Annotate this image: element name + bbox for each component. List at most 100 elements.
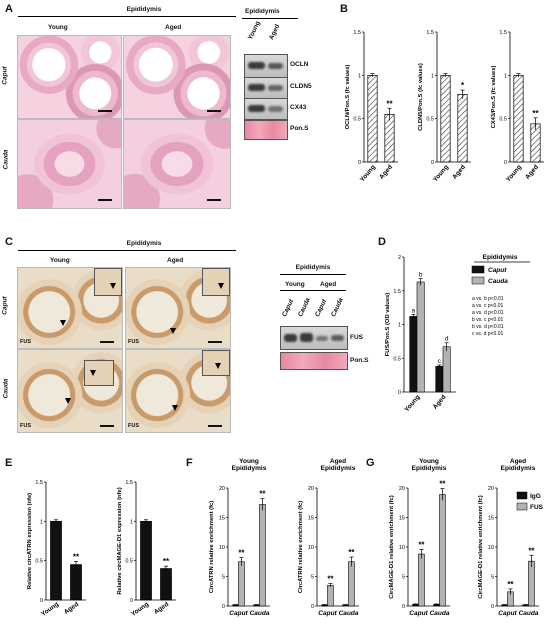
legend-label-caput: Caput	[488, 267, 507, 274]
y-tick-label: 0	[311, 604, 314, 610]
chart-title-line-1: Aged	[510, 458, 526, 465]
significance-label: **	[259, 490, 266, 499]
x-tick-label: Young	[432, 164, 450, 184]
legend-swatch-cauda	[471, 276, 485, 285]
y-tick-label: 0	[402, 604, 405, 610]
y-tick-label: 0.5	[353, 117, 361, 123]
panel-c-blot-line	[280, 274, 346, 275]
significance-label: **	[238, 549, 245, 558]
significance-label: *	[461, 81, 465, 90]
significance-label: **	[348, 548, 355, 557]
x-tick-label: Young	[359, 164, 377, 184]
blot-label-ocln: OCLN	[290, 61, 309, 68]
y-tick-label: 5	[491, 575, 494, 581]
panel-letter-f: F	[186, 457, 193, 469]
blot-fus	[280, 326, 348, 350]
group-letter-label: c	[438, 358, 442, 365]
significance-label: **	[507, 580, 514, 589]
chart-b-cldn5: 0 0.5 1 1.5 CLDN5/Pon.S (fc values) Young * Age…	[418, 30, 471, 184]
y-tick-label: 1.5	[393, 289, 401, 295]
blot-label-fus: FUS	[350, 334, 363, 341]
y-tick-label: 15	[399, 516, 405, 522]
blot-pons	[244, 120, 288, 140]
bar	[50, 520, 62, 601]
significance-label: **	[386, 99, 393, 108]
bar-cauda	[442, 346, 451, 393]
y-axis-label: CircMAGE-D1 relative enrichment (fc)	[478, 495, 484, 598]
bar-fus	[327, 585, 334, 607]
chart-title-line-2: Epididymis	[501, 465, 536, 472]
arrowhead-marker	[170, 328, 176, 334]
arrowhead-marker	[110, 283, 116, 289]
blot-lane-caput: Caput	[314, 298, 329, 318]
x-tick-label: Cauda	[430, 610, 450, 617]
ihc-young-caput	[17, 267, 123, 349]
significance-label: **	[532, 109, 539, 118]
scale-bar	[208, 425, 222, 427]
blot-ocln	[244, 54, 288, 78]
y-axis-label: Relative circMAGE-D1 expression (nfe)	[117, 487, 123, 594]
chart-title-line-1: Aged	[330, 458, 346, 465]
panel-c-col-aged: Aged	[167, 257, 184, 264]
blot-label-cldn5: CLDN5	[290, 83, 312, 90]
bar-fus	[348, 561, 355, 607]
panel-letter-d: D	[378, 236, 386, 248]
y-tick-label: 2	[398, 255, 401, 261]
y-tick-label: 1.5	[426, 30, 434, 36]
chart-b-cx43: 0 0.5 1 1.5 CX43/Pon.S (fc values) Young ** Age…	[491, 30, 544, 183]
y-tick-label: 1	[431, 73, 434, 79]
y-axis-label: CircMAGE-D1 relative enrichment (fc)	[389, 495, 395, 598]
panel-c-row-caput: Caput	[1, 296, 9, 315]
panel-c-blot-header: Epididymis	[295, 264, 331, 271]
blot-label-cx43: CX43	[290, 104, 307, 111]
y-tick-label: 10	[308, 545, 314, 551]
x-tick-label: Aged	[63, 601, 80, 616]
y-tick-label: 0.5	[393, 356, 401, 362]
y-tick-label: 5	[222, 575, 225, 581]
y-tick-label: 10	[399, 545, 405, 551]
arrowhead-marker	[172, 405, 178, 411]
x-tick-label: Caput	[498, 610, 517, 617]
ihc-label-fus: FUS	[128, 423, 139, 429]
legend-label-fus: FUS	[530, 504, 544, 511]
panel-c-blot-aged: Aged	[320, 281, 337, 288]
x-tick-label: Caput	[409, 610, 428, 617]
chart-e-circatrn: 0 0.5 1 1.5 Relative circATRN expression (nf…	[27, 480, 86, 618]
chart-title-line-2: Epididymis	[321, 465, 356, 472]
stats-note: a vs. b p<0.01	[472, 296, 504, 302]
blot-lane-cauda: Cauda	[297, 296, 312, 318]
bar	[160, 568, 172, 601]
ihc-aged-cauda	[125, 349, 231, 433]
ihc-label-fus: FUS	[20, 423, 31, 429]
panel-c-header-line	[18, 250, 236, 251]
y-tick-label: 0	[431, 160, 434, 166]
panel-letter-g: G	[366, 457, 375, 469]
bar-cauda	[416, 281, 425, 393]
y-tick-label: 5	[402, 575, 405, 581]
stats-note: a vs. d p<0.01	[472, 310, 504, 316]
x-tick-label: Cauda	[339, 610, 359, 617]
he-aged-caput	[123, 35, 231, 119]
y-tick-label: 1.5	[125, 480, 133, 486]
panel-c-blot-young: Young	[285, 281, 305, 288]
scale-bar	[207, 199, 221, 201]
y-tick-label: 1	[40, 519, 43, 525]
y-tick-label: 10	[219, 545, 225, 551]
group-letter-label: a	[412, 307, 416, 314]
arrowhead-marker	[60, 320, 66, 326]
y-tick-label: 10	[488, 545, 494, 551]
he-young-cauda	[17, 119, 122, 209]
y-tick-label: 0	[40, 598, 43, 604]
significance-label: **	[528, 546, 535, 555]
y-tick-label: 15	[219, 516, 225, 522]
group-letter-label: d	[445, 336, 449, 343]
y-tick-label: 1.5	[35, 480, 43, 486]
y-tick-label: 20	[308, 486, 314, 492]
stats-note: a vs. c p<0.01	[472, 303, 503, 309]
significance-label: **	[327, 575, 334, 584]
bar-caput	[435, 366, 444, 393]
